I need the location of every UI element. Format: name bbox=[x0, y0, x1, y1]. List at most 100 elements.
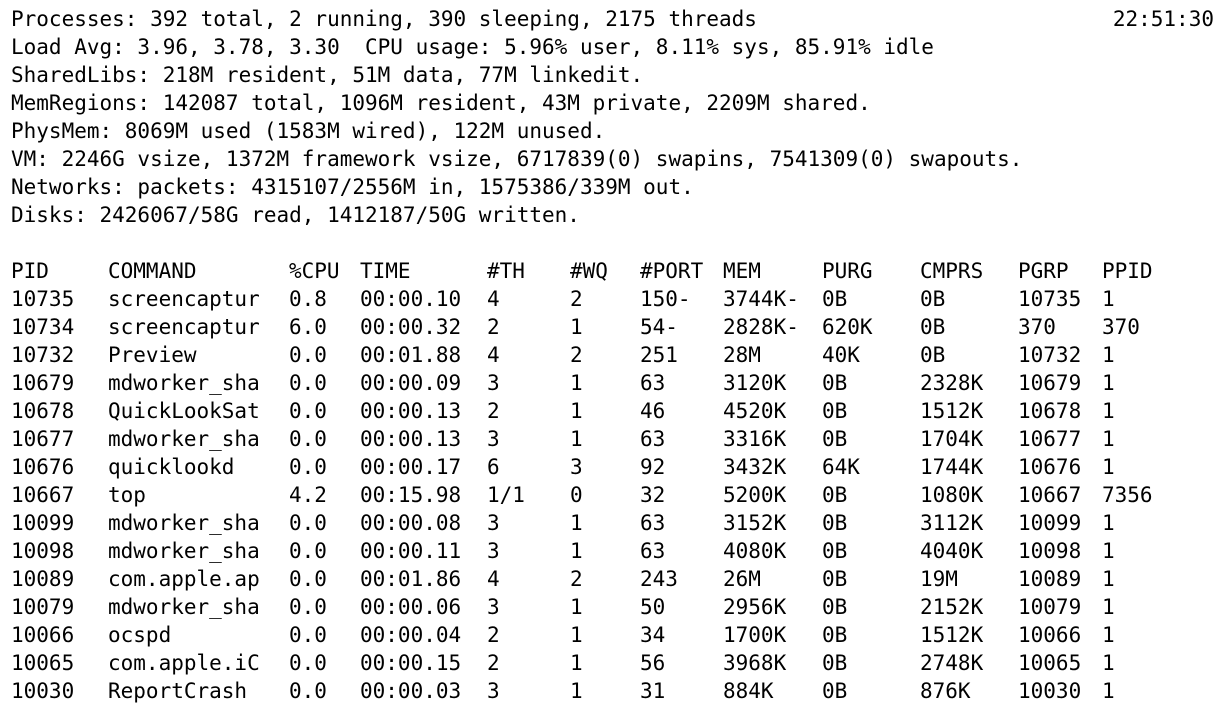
table-cell: 0.0 bbox=[289, 427, 327, 451]
table-cell: 10066 bbox=[11, 623, 75, 647]
table-cell: 00:00.09 bbox=[360, 371, 462, 395]
table-cell: 00:00.03 bbox=[360, 679, 462, 703]
table-cell: 0.0 bbox=[289, 371, 327, 395]
column-header: #WQ bbox=[570, 259, 608, 283]
table-cell: 2152K bbox=[920, 595, 984, 619]
column-header: PPID bbox=[1102, 259, 1153, 283]
table-cell: 10079 bbox=[11, 595, 75, 619]
table-cell: 876K bbox=[920, 679, 971, 703]
table-cell: 2748K bbox=[920, 651, 984, 675]
sharedlibs-line: SharedLibs: 218M resident, 51M data, 77M… bbox=[11, 63, 644, 87]
table-cell: 0B bbox=[822, 483, 848, 507]
table-cell: 0.0 bbox=[289, 567, 327, 591]
table-cell: quicklookd bbox=[108, 455, 235, 479]
table-cell: 0 bbox=[570, 483, 583, 507]
table-cell: 10079 bbox=[1018, 595, 1082, 619]
table-cell: 10089 bbox=[1018, 567, 1082, 591]
table-cell: 3 bbox=[487, 595, 500, 619]
column-header: PGRP bbox=[1018, 259, 1069, 283]
table-cell: ReportCrash bbox=[108, 679, 248, 703]
table-cell: 3 bbox=[487, 679, 500, 703]
table-cell: 1 bbox=[1102, 595, 1115, 619]
table-cell: screencaptur bbox=[108, 287, 260, 311]
table-cell: mdworker_sha bbox=[108, 595, 260, 619]
table-cell: 2 bbox=[487, 315, 500, 339]
column-header: #PORT bbox=[640, 259, 704, 283]
table-cell: 00:00.32 bbox=[360, 315, 462, 339]
table-cell: 3968K bbox=[723, 651, 787, 675]
table-cell: 0B bbox=[822, 539, 848, 563]
table-cell: 1 bbox=[570, 427, 583, 451]
table-cell: 0B bbox=[822, 623, 848, 647]
table-cell: 3 bbox=[487, 511, 500, 535]
table-cell: 0B bbox=[822, 427, 848, 451]
table-cell: 00:00.11 bbox=[360, 539, 462, 563]
table-cell: QuickLookSat bbox=[108, 399, 260, 423]
processes-summary-line: Processes: 392 total, 2 running, 390 sle… bbox=[11, 7, 757, 31]
table-cell: 10677 bbox=[11, 427, 75, 451]
table-cell: 1704K bbox=[920, 427, 984, 451]
table-cell: 3 bbox=[487, 371, 500, 395]
table-cell: 1 bbox=[1102, 287, 1115, 311]
column-header: COMMAND bbox=[108, 259, 197, 283]
clock-time: 22:51:30 bbox=[1112, 7, 1214, 31]
table-cell: 0.0 bbox=[289, 595, 327, 619]
table-cell: 63 bbox=[640, 427, 666, 451]
table-cell: 2 bbox=[570, 343, 583, 367]
table-cell: 63 bbox=[640, 511, 666, 535]
table-cell: 1 bbox=[1102, 539, 1115, 563]
table-cell: 5200K bbox=[723, 483, 787, 507]
table-cell: 3152K bbox=[723, 511, 787, 535]
table-cell: 370 bbox=[1102, 315, 1140, 339]
table-cell: 19M bbox=[920, 567, 958, 591]
column-header: PID bbox=[11, 259, 49, 283]
table-cell: 63 bbox=[640, 539, 666, 563]
table-cell: 0B bbox=[920, 343, 946, 367]
table-cell: 1 bbox=[1102, 343, 1115, 367]
table-cell: 00:01.86 bbox=[360, 567, 462, 591]
table-cell: 1 bbox=[570, 539, 583, 563]
table-cell: 3 bbox=[487, 427, 500, 451]
table-cell: 6 bbox=[487, 455, 500, 479]
table-cell: 00:00.10 bbox=[360, 287, 462, 311]
table-cell: 2 bbox=[487, 623, 500, 647]
table-cell: 00:00.13 bbox=[360, 399, 462, 423]
table-cell: 10735 bbox=[11, 287, 75, 311]
table-cell: 1 bbox=[1102, 567, 1115, 591]
table-cell: 00:00.08 bbox=[360, 511, 462, 535]
load-cpu-line: Load Avg: 3.96, 3.78, 3.30 CPU usage: 5.… bbox=[11, 35, 934, 59]
column-header: MEM bbox=[723, 259, 761, 283]
table-cell: 884K bbox=[723, 679, 774, 703]
table-cell: 3112K bbox=[920, 511, 984, 535]
table-cell: com.apple.iC bbox=[108, 651, 260, 675]
table-cell: 3 bbox=[570, 455, 583, 479]
table-cell: 63 bbox=[640, 371, 666, 395]
column-header: TIME bbox=[360, 259, 411, 283]
table-cell: 1 bbox=[570, 595, 583, 619]
table-cell: 1 bbox=[570, 679, 583, 703]
table-cell: 1 bbox=[1102, 623, 1115, 647]
table-cell: 0.0 bbox=[289, 343, 327, 367]
table-cell: 2956K bbox=[723, 595, 787, 619]
table-cell: 0B bbox=[920, 287, 946, 311]
table-cell: 1 bbox=[1102, 455, 1115, 479]
table-cell: 00:00.06 bbox=[360, 595, 462, 619]
table-cell: 1 bbox=[570, 511, 583, 535]
table-cell: 0B bbox=[822, 595, 848, 619]
table-cell: 1 bbox=[1102, 679, 1115, 703]
table-cell: Preview bbox=[108, 343, 197, 367]
table-cell: 0B bbox=[822, 651, 848, 675]
table-cell: 1 bbox=[570, 399, 583, 423]
table-cell: mdworker_sha bbox=[108, 371, 260, 395]
table-cell: 0.0 bbox=[289, 539, 327, 563]
table-cell: 56 bbox=[640, 651, 666, 675]
table-cell: 10089 bbox=[11, 567, 75, 591]
memregions-line: MemRegions: 142087 total, 1096M resident… bbox=[11, 91, 871, 115]
table-cell: 00:15.98 bbox=[360, 483, 462, 507]
table-cell: 2328K bbox=[920, 371, 984, 395]
table-cell: 3 bbox=[487, 539, 500, 563]
table-cell: 26M bbox=[723, 567, 761, 591]
table-cell: 28M bbox=[723, 343, 761, 367]
table-cell: 10098 bbox=[1018, 539, 1082, 563]
